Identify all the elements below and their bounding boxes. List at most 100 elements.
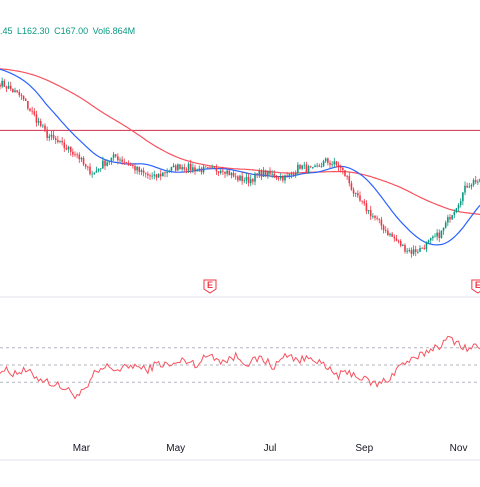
candle[interactable] (134, 163, 136, 174)
candle[interactable] (339, 164, 342, 173)
candle[interactable] (423, 244, 426, 250)
candle[interactable] (33, 108, 36, 117)
candle[interactable] (252, 177, 254, 185)
candle[interactable] (99, 168, 102, 172)
candle[interactable] (27, 100, 29, 111)
rsi-line[interactable] (0, 335, 480, 400)
candle[interactable] (309, 165, 312, 168)
candle[interactable] (18, 89, 21, 98)
candle[interactable] (110, 157, 113, 165)
candle[interactable] (91, 170, 93, 178)
candle[interactable] (44, 123, 46, 133)
candle[interactable] (286, 172, 288, 178)
candle[interactable] (138, 166, 141, 175)
candle[interactable] (63, 139, 66, 153)
candle[interactable] (179, 164, 181, 170)
candle[interactable] (226, 169, 228, 177)
candle[interactable] (54, 136, 57, 145)
candle[interactable] (22, 95, 25, 101)
candle[interactable] (417, 249, 419, 254)
candle[interactable] (404, 243, 406, 254)
candle[interactable] (69, 146, 72, 156)
moving-average-fast-line[interactable] (0, 68, 480, 246)
candle[interactable] (440, 230, 443, 239)
candle[interactable] (335, 160, 338, 168)
candle[interactable] (162, 172, 164, 177)
candle[interactable] (72, 148, 74, 158)
candle[interactable] (354, 192, 357, 198)
candle[interactable] (421, 246, 423, 249)
candle[interactable] (474, 175, 477, 185)
candle[interactable] (427, 239, 430, 244)
candle[interactable] (104, 159, 106, 170)
candle[interactable] (462, 191, 464, 206)
candle[interactable] (37, 117, 40, 126)
candle[interactable] (67, 145, 70, 153)
candle[interactable] (464, 181, 466, 196)
time-axis[interactable]: Mar May Jul Sep Nov (73, 443, 468, 454)
candle[interactable] (393, 234, 396, 242)
candle[interactable] (78, 152, 81, 163)
candle[interactable] (84, 163, 87, 170)
candle[interactable] (155, 173, 158, 181)
candle[interactable] (127, 160, 130, 166)
candle[interactable] (275, 174, 278, 180)
candle[interactable] (159, 169, 162, 181)
candle[interactable] (432, 235, 434, 241)
candle[interactable] (189, 159, 192, 174)
candle[interactable] (228, 168, 231, 176)
candle[interactable] (196, 168, 198, 172)
candle[interactable] (397, 239, 400, 244)
candle[interactable] (380, 216, 383, 230)
candle[interactable] (232, 169, 235, 178)
candle[interactable] (455, 207, 458, 214)
candle[interactable] (329, 160, 331, 169)
candle[interactable] (217, 171, 220, 177)
candle[interactable] (395, 234, 398, 242)
candle[interactable] (245, 173, 248, 184)
candle[interactable] (294, 170, 297, 178)
candle[interactable] (292, 171, 295, 177)
earnings-marker[interactable]: E (471, 279, 480, 294)
candle[interactable] (303, 161, 306, 170)
candle[interactable] (348, 172, 351, 187)
candle[interactable] (151, 172, 153, 180)
candle[interactable] (198, 165, 201, 173)
candle[interactable] (31, 106, 33, 115)
candle[interactable] (299, 164, 301, 170)
candle[interactable] (209, 166, 211, 169)
candle[interactable] (331, 160, 333, 167)
candle[interactable] (406, 248, 408, 254)
candle[interactable] (7, 81, 10, 90)
candle[interactable] (187, 162, 190, 174)
candle[interactable] (237, 175, 239, 183)
candle[interactable] (157, 173, 160, 179)
candle[interactable] (249, 175, 252, 187)
candle[interactable] (264, 169, 267, 178)
candle[interactable] (0, 82, 1, 90)
candle[interactable] (136, 165, 138, 175)
candle[interactable] (271, 170, 273, 178)
candle[interactable] (324, 157, 327, 163)
candle[interactable] (3, 78, 6, 88)
candle[interactable] (192, 163, 194, 174)
candle[interactable] (378, 218, 381, 224)
candle[interactable] (211, 164, 213, 169)
candle[interactable] (9, 81, 12, 92)
candle[interactable] (185, 167, 188, 174)
candle[interactable] (389, 232, 391, 238)
candle[interactable] (117, 153, 119, 165)
candle[interactable] (425, 241, 428, 253)
candle[interactable] (12, 88, 14, 93)
candle[interactable] (106, 159, 108, 167)
candle[interactable] (472, 178, 475, 187)
candle[interactable] (352, 187, 355, 197)
candle[interactable] (372, 213, 374, 219)
candle[interactable] (369, 205, 372, 220)
candle[interactable] (459, 198, 462, 208)
candle[interactable] (243, 177, 246, 184)
candle[interactable] (230, 172, 233, 179)
candle[interactable] (168, 169, 171, 173)
candle[interactable] (200, 166, 203, 175)
candle[interactable] (14, 87, 16, 93)
